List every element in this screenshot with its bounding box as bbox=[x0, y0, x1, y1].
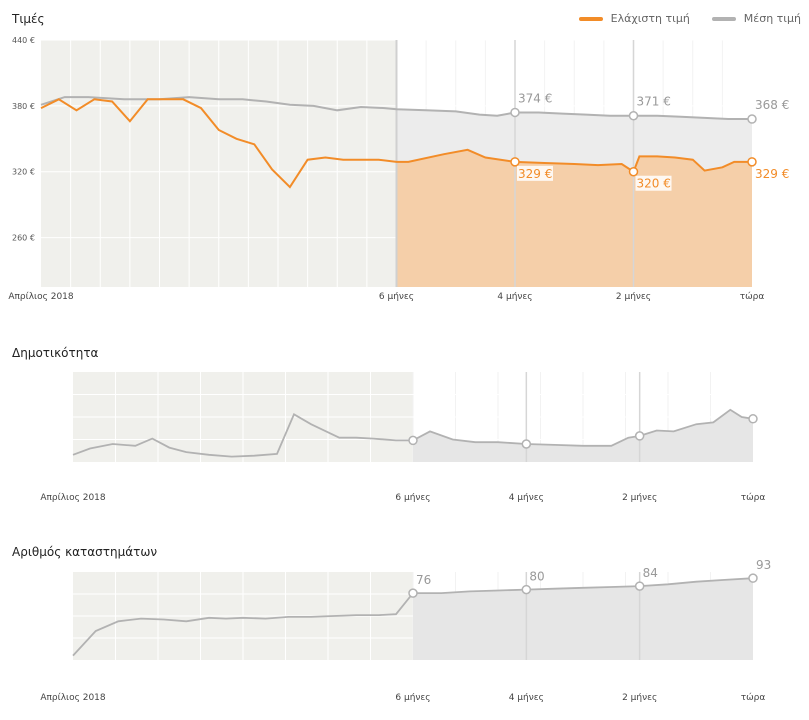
avg-price-marker-dot bbox=[510, 107, 520, 118]
min-price-marker-dot bbox=[510, 157, 520, 167]
min-price-label-background bbox=[517, 165, 553, 181]
price-chart[interactable]: Απρίλιος 2018 6 μήνες 4 μήνες 2 μήνες τώρα 44… bbox=[0, 0, 809, 310]
series-line bbox=[72, 408, 754, 458]
legend-item-avg-price[interactable]: Μέση τιμή bbox=[711, 12, 801, 25]
marker-dot bbox=[748, 573, 758, 583]
x-tick-label: τώρα bbox=[741, 492, 766, 503]
legend-label-avg-price: Μέση τιμή bbox=[743, 12, 801, 25]
marker-dot bbox=[408, 435, 418, 446]
popularity-chart[interactable]: Απρίλιος 2018 6 μήνες 4 μήνες 2 μήνες τώρα bbox=[0, 360, 809, 530]
y-tick-label: 320 € bbox=[12, 168, 35, 177]
min-price-label: 329 € bbox=[518, 167, 552, 181]
marker-dot bbox=[634, 431, 645, 441]
min-price-label-background bbox=[754, 165, 790, 181]
x-tick-label: 4 μήνες bbox=[509, 493, 544, 503]
min-price-line bbox=[40, 98, 752, 189]
min-price-label: 320 € bbox=[637, 177, 671, 191]
x-tick-label: Απρίλιος 2018 bbox=[8, 292, 74, 302]
x-tick-label: 6 μήνες bbox=[395, 493, 430, 503]
avg-price-label: 368 € bbox=[755, 98, 789, 112]
price-legend: Ελάχιστη τιμή Μέση τιμή bbox=[578, 12, 801, 25]
x-tick-label: τώρα bbox=[740, 291, 765, 302]
avg-price-label: 371 € bbox=[637, 95, 671, 109]
marker-dot bbox=[521, 584, 532, 595]
min-price-marker-dot bbox=[628, 166, 639, 177]
store-count-label: 84 bbox=[643, 566, 658, 580]
x-tick-label: 2 μήνες bbox=[616, 292, 651, 302]
y-tick-label: 260 € bbox=[12, 234, 35, 243]
store-count-label: 76 bbox=[416, 573, 431, 587]
x-tick-label: 2 μήνες bbox=[622, 693, 657, 703]
avg-price-marker-dot bbox=[628, 110, 639, 121]
avg-price-marker-dot bbox=[747, 114, 757, 124]
recent-area-fill bbox=[413, 409, 753, 462]
prices-title: Τιμές bbox=[12, 12, 45, 26]
y-tick-label: 440 € bbox=[12, 36, 35, 45]
x-tick-label: 4 μήνες bbox=[497, 292, 532, 302]
marker-dot bbox=[521, 439, 532, 449]
avg-price-label: 374 € bbox=[518, 91, 552, 105]
x-tick-label: Απρίλιος 2018 bbox=[40, 493, 106, 503]
x-tick-label: 2 μήνες bbox=[622, 493, 657, 503]
recent-area-fill bbox=[413, 578, 753, 660]
x-tick-label: 4 μήνες bbox=[509, 693, 544, 703]
min-price-marker-dot bbox=[747, 157, 757, 167]
min-price-label-background bbox=[635, 175, 672, 191]
store-count-label: 93 bbox=[756, 558, 771, 572]
stores-title: Αριθμός καταστημάτων bbox=[12, 545, 158, 559]
store-count-label: 80 bbox=[529, 570, 544, 584]
x-tick-label: 6 μήνες bbox=[395, 693, 430, 703]
marker-dot bbox=[634, 581, 645, 591]
legend-item-min-price[interactable]: Ελάχιστη τιμή bbox=[578, 12, 690, 25]
orange-line-swatch-icon bbox=[578, 16, 603, 21]
marker-dot bbox=[408, 588, 418, 598]
x-tick-label: 6 μήνες bbox=[379, 292, 414, 302]
marker-dot bbox=[748, 414, 758, 424]
x-tick-label: τώρα bbox=[741, 692, 766, 703]
gray-line-swatch-icon bbox=[711, 16, 736, 21]
popularity-title: Δημοτικότητα bbox=[12, 346, 99, 360]
min-price-label: 329 € bbox=[755, 167, 789, 181]
x-tick-label: Απρίλιος 2018 bbox=[40, 693, 106, 703]
min-price-area bbox=[396, 149, 752, 287]
legend-label-min-price: Ελάχιστη τιμή bbox=[610, 12, 690, 25]
stores-chart[interactable]: Απρίλιος 2018 6 μήνες 4 μήνες 2 μήνες τώρα 76… bbox=[0, 558, 809, 710]
series-line bbox=[72, 577, 754, 657]
y-tick-label: 380 € bbox=[12, 102, 35, 111]
